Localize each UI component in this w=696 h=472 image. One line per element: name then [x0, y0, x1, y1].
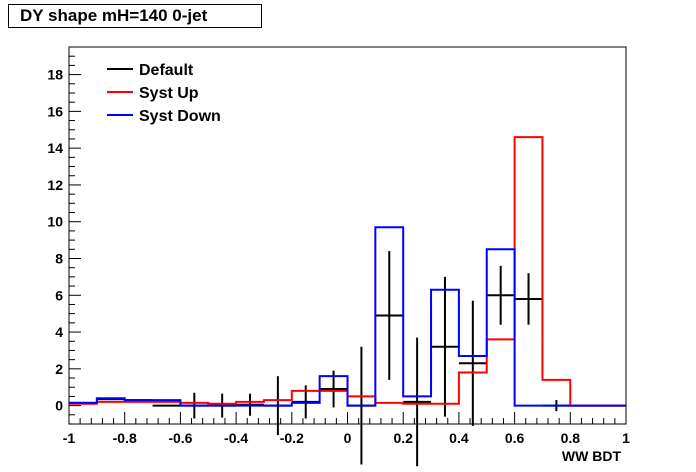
y-tick-label: 16: [47, 103, 63, 119]
series-syst-up: [69, 136, 626, 407]
y-tick-label: 2: [55, 361, 63, 377]
x-tick-label: -0.6: [168, 430, 192, 446]
y-tick-label: 4: [55, 324, 63, 340]
y-tick-label: 8: [55, 250, 63, 266]
legend-label: Syst Down: [139, 108, 221, 125]
y-tick-label: 6: [55, 287, 63, 303]
series-layer: [69, 136, 626, 467]
legend-label: Default: [139, 62, 194, 79]
x-tick-label: 1: [622, 430, 630, 446]
data-point: [375, 251, 404, 380]
data-point: [431, 276, 459, 417]
x-tick-label: 0.2: [393, 430, 413, 446]
x-tick-label: -1: [63, 430, 76, 446]
y-tick-label: 18: [47, 67, 63, 83]
data-point: [403, 337, 432, 467]
y-tick-label: 14: [47, 140, 63, 156]
x-tick-label: 0: [344, 430, 352, 446]
axes: -1 -0.8 -0.6 -0.4 -0.2 0 0.2 0.4 0.6 0.8 102468101…: [47, 46, 630, 446]
series-step-line: [69, 226, 626, 407]
data-point: [458, 300, 487, 426]
y-tick-label: 10: [47, 214, 63, 230]
x-tick-label: -0.4: [224, 430, 248, 446]
y-tick-label: 0: [55, 398, 63, 414]
legend: Default Syst Up Syst Down: [107, 62, 221, 125]
series-step-line: [69, 136, 626, 407]
data-point: [514, 273, 543, 325]
series-syst-down: [69, 226, 626, 407]
y-tick-label: 12: [47, 177, 63, 193]
x-tick-label: -0.2: [280, 430, 304, 446]
x-tick-label: 0.6: [505, 430, 525, 446]
x-tick-label: -0.8: [113, 430, 137, 446]
x-tick-label: 0.4: [449, 430, 469, 446]
chart-title: DY shape mH=140 0-jet: [8, 4, 262, 28]
x-axis-title: WW BDT: [562, 448, 622, 464]
legend-label: Syst Up: [139, 85, 199, 102]
x-tick-label: 0.8: [561, 430, 581, 446]
data-point: [486, 265, 515, 325]
